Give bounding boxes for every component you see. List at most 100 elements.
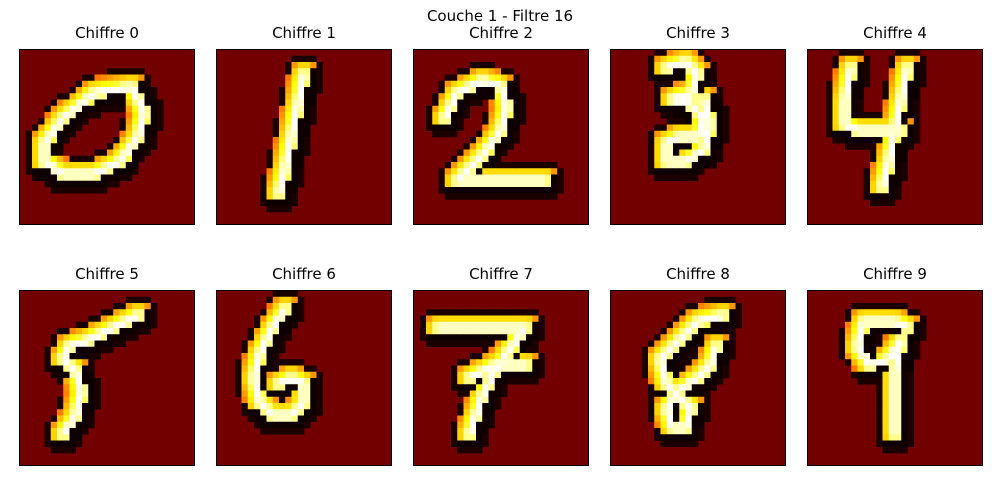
heatmap-cell <box>538 321 546 329</box>
heatmap-cell <box>845 346 852 354</box>
heatmap-cell <box>279 124 286 132</box>
heatmap-cell <box>913 328 921 335</box>
heatmap-cell <box>901 174 908 182</box>
heatmap-cell <box>285 315 292 323</box>
heatmap-cell <box>469 174 477 182</box>
heatmap-cell <box>845 87 852 94</box>
heatmap-cell <box>82 174 89 182</box>
heatmap-cell <box>482 421 489 429</box>
heatmap-cell <box>38 155 45 163</box>
heatmap-cell <box>291 174 299 182</box>
heatmap-cell <box>107 143 114 150</box>
heatmap-cell <box>888 105 896 113</box>
heatmap-cell <box>297 428 305 435</box>
heatmap-cell <box>316 409 324 416</box>
heatmap-cell <box>285 334 292 341</box>
heatmap-cell <box>50 137 58 144</box>
heatmap-cell <box>113 74 120 82</box>
heatmap-cell <box>679 328 686 335</box>
heatmap-image <box>19 49 195 225</box>
heatmap-cell <box>907 124 915 132</box>
heatmap-cell <box>551 168 558 175</box>
heatmap-cell <box>679 68 686 75</box>
heatmap-cell <box>685 99 693 107</box>
heatmap-cell <box>729 309 736 316</box>
heatmap-cell <box>310 112 317 119</box>
heatmap-cell <box>444 74 452 82</box>
heatmap-cell <box>488 340 496 348</box>
heatmap-cell <box>907 365 915 373</box>
heatmap-cell <box>100 105 108 113</box>
heatmap-cell <box>551 193 558 200</box>
heatmap-cell <box>138 155 145 163</box>
heatmap-cell <box>710 346 718 354</box>
heatmap-cell <box>69 99 77 107</box>
heatmap-cell <box>660 340 668 348</box>
heatmap-cell <box>138 112 145 119</box>
panel-title: Chiffre 4 <box>863 24 927 42</box>
heatmap-cell <box>501 68 508 75</box>
heatmap-cell <box>88 353 95 360</box>
heatmap-cell <box>876 403 883 410</box>
heatmap-cell <box>279 290 286 298</box>
heatmap-cell <box>876 143 883 150</box>
heatmap-cell <box>476 334 483 341</box>
heatmap-cell <box>241 340 249 348</box>
heatmap-cell <box>710 155 718 163</box>
heatmap-cell <box>69 334 77 341</box>
heatmap-cell <box>463 174 471 182</box>
heatmap-cell <box>235 365 242 373</box>
heatmap-cell <box>901 162 908 169</box>
heatmap-cell <box>75 353 83 360</box>
heatmap-cell <box>266 303 274 310</box>
heatmap-cell <box>845 124 852 132</box>
heatmap-cell <box>679 112 686 119</box>
heatmap-cell <box>882 353 890 360</box>
heatmap-cell <box>38 168 45 175</box>
heatmap-cell <box>679 353 686 360</box>
heatmap-cell <box>544 187 552 194</box>
heatmap-cell <box>63 396 70 404</box>
heatmap-cell <box>660 174 668 182</box>
heatmap-cell <box>50 415 58 423</box>
heatmap-cell <box>94 315 102 323</box>
heatmap-cell <box>297 421 305 429</box>
heatmap-cell <box>482 309 489 316</box>
heatmap-cell <box>304 403 311 410</box>
heatmap-cell <box>444 99 452 107</box>
heatmap-cell <box>157 118 164 125</box>
heatmap-cell <box>476 328 483 335</box>
heatmap-cell <box>666 378 674 385</box>
heatmap-cell <box>69 446 77 454</box>
heatmap-cell <box>845 321 852 329</box>
heatmap-cell <box>679 137 686 144</box>
heatmap-cell <box>63 434 70 441</box>
heatmap-cell <box>279 359 286 366</box>
heatmap-cell <box>94 155 102 163</box>
heatmap-cell <box>463 180 471 188</box>
heatmap-cell <box>50 162 58 169</box>
heatmap-cell <box>913 353 921 360</box>
heatmap-cell <box>132 328 139 335</box>
heatmap-cell <box>125 137 133 144</box>
heatmap-cell <box>488 415 496 423</box>
heatmap-cell <box>488 180 496 188</box>
heatmap-cell <box>691 93 699 100</box>
heatmap-cell <box>501 378 508 385</box>
heatmap-cell <box>482 384 489 391</box>
heatmap-cell <box>291 55 299 63</box>
heatmap-cell <box>685 396 693 404</box>
heatmap-cell <box>494 315 502 323</box>
heatmap-cell <box>876 421 883 429</box>
heatmap-cell <box>310 99 317 107</box>
heatmap-cell <box>845 74 852 82</box>
heatmap-cell <box>119 68 127 75</box>
heatmap-cell <box>297 87 305 94</box>
heatmap-cell <box>488 143 496 150</box>
heatmap-cell <box>304 409 311 416</box>
heatmap-cell <box>501 390 508 398</box>
heatmap-cell <box>882 143 890 150</box>
heatmap-cell <box>457 162 464 169</box>
heatmap-cell <box>679 315 686 323</box>
heatmap-cell <box>247 340 255 348</box>
